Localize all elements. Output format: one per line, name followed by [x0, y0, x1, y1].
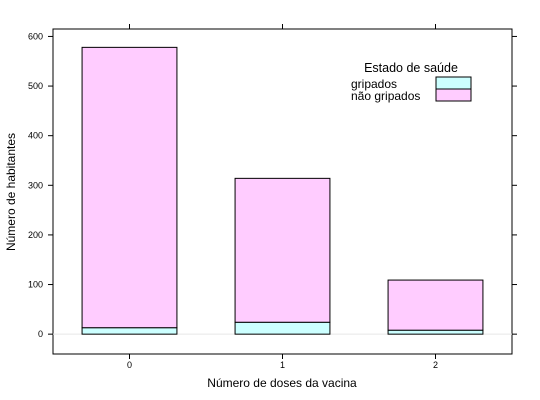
bar-1-gripados	[234, 321, 331, 335]
y-tick-label-100: 100	[28, 280, 43, 290]
x-axis-title: Número de doses da vacina	[207, 376, 357, 390]
legend-swatch-gripados	[435, 76, 472, 90]
y-tick-label-500: 500	[28, 81, 43, 91]
legend: Estado de saúde gripados não gripados	[351, 61, 472, 103]
legend-label-nao-gripados: não gripados	[351, 89, 420, 103]
y-tick-label-300: 300	[28, 180, 43, 190]
x-tick-label-2: 2	[433, 360, 438, 370]
y-tick-label-200: 200	[28, 230, 43, 240]
legend-swatch-nao-gripados	[435, 88, 472, 102]
y-tick-label-0: 0	[38, 329, 43, 339]
x-axis: 0 1 2	[127, 24, 438, 370]
y-tick-label-600: 600	[28, 31, 43, 41]
bar-2-gripados	[387, 329, 484, 335]
bar-0-gripados	[81, 327, 178, 335]
bar-2-nao-gripados	[387, 279, 484, 331]
x-tick-label-0: 0	[127, 360, 132, 370]
bar-0-nao-gripados	[81, 46, 178, 329]
legend-label-gripados: gripados	[351, 77, 397, 91]
bar-1-nao-gripados	[234, 177, 331, 323]
y-axis-title: Número de habitantes	[4, 133, 18, 251]
y-axis: 0 100 200 300 400 500 600	[28, 31, 517, 339]
legend-title: Estado de saúde	[364, 61, 458, 75]
x-tick-label-1: 1	[280, 360, 285, 370]
y-tick-label-400: 400	[28, 131, 43, 141]
bars-group	[81, 46, 484, 335]
